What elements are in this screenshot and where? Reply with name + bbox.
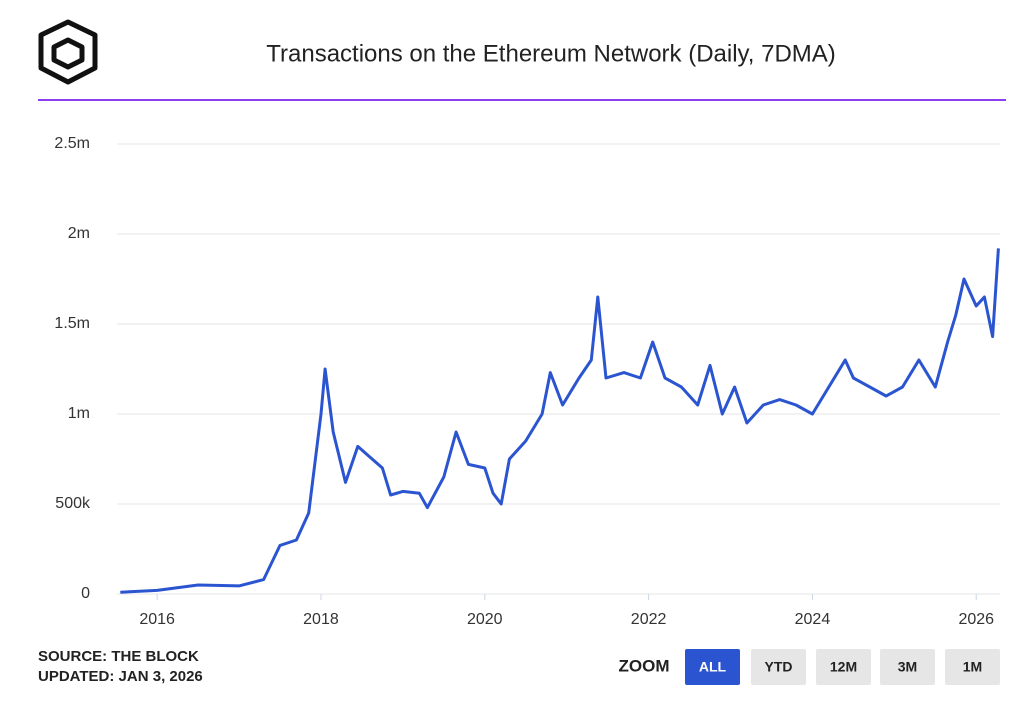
zoom-bar: ZOOM ALL YTD 12M 3M 1M (619, 649, 1000, 685)
y-tick-label: 2.5m (54, 135, 90, 152)
y-tick-label: 500k (55, 495, 91, 512)
zoom-button-bg (816, 649, 871, 685)
zoom-button[interactable]: ALL (685, 649, 740, 685)
updated: UPDATED: JAN 3, 2026 (38, 668, 203, 685)
chart-title: Transactions on the Ethereum Network (Da… (266, 40, 836, 67)
zoom-button-bg (685, 649, 740, 685)
x-tick-label: 2016 (139, 611, 175, 628)
zoom-button-label: YTD (765, 659, 793, 675)
zoom-button-bg (945, 649, 1000, 685)
zoom-label: ZOOM (619, 656, 670, 675)
logo-outer (38, 19, 98, 85)
x-tick-label: 2022 (631, 611, 667, 628)
zoom-button-label: 1M (963, 659, 982, 675)
plot: 0 500k 1m 1.5m 2m 2.5m 2016 2018 2020 2022 2024 202… (54, 135, 1000, 628)
x-tick-label: 2024 (795, 611, 831, 628)
source: SOURCE: THE BLOCK (38, 648, 199, 665)
zoom-button-label: ALL (699, 659, 727, 675)
x-tick-label: 2018 (303, 611, 339, 628)
zoom-button-bg (880, 649, 935, 685)
zoom-button[interactable]: 3M (880, 649, 935, 685)
y-tick-label: 0 (81, 585, 90, 602)
x-tick-label: 2020 (467, 611, 503, 628)
logo-inner (51, 37, 85, 70)
zoom-button-label: 12M (830, 659, 857, 675)
y-tick-label: 1.5m (54, 315, 90, 332)
zoom-button[interactable]: 12M (816, 649, 871, 685)
logo (38, 19, 98, 85)
zoom-button-label: 3M (898, 659, 917, 675)
data-line (120, 248, 1000, 594)
zoom-button[interactable]: YTD (751, 649, 806, 685)
y-tick-label: 2m (68, 225, 90, 242)
zoom-button[interactable]: 1M (945, 649, 1000, 685)
x-tick-label: 2026 (958, 611, 994, 628)
zoom-button-bg (751, 649, 806, 685)
y-tick-label: 1m (68, 405, 90, 422)
